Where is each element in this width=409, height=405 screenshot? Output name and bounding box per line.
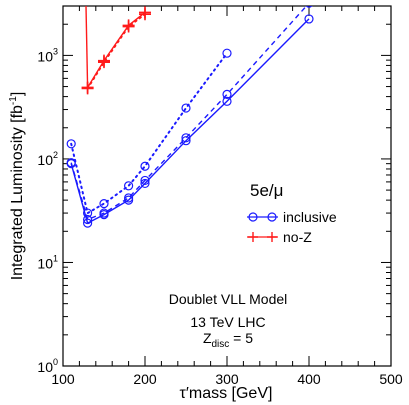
data-point xyxy=(99,199,109,209)
series-line-2 xyxy=(70,52,228,215)
plot-frame xyxy=(62,5,392,367)
data-point xyxy=(305,6,313,8)
legend-label-inclusive: inclusive xyxy=(283,209,337,225)
series-line-1 xyxy=(70,6,308,221)
x-axis-title: τ′mass [GeV] xyxy=(180,385,273,402)
data-point xyxy=(66,139,76,149)
data-point xyxy=(222,89,232,100)
data-point xyxy=(222,96,232,106)
axis-ticks: 100 200 300 400 500 100 101 102 103 xyxy=(37,5,403,387)
annotation-model: Doublet VLL Model xyxy=(169,291,288,307)
data-point xyxy=(122,20,135,33)
y-axis-title: Integrated Luminosity [fb-1] xyxy=(8,92,26,281)
legend-marker-no-z-left xyxy=(248,232,258,242)
x-tick-label: 400 xyxy=(297,371,321,387)
data-point xyxy=(304,14,314,24)
annotation-zdisc-sub: disc xyxy=(212,339,230,350)
data-point xyxy=(181,103,191,113)
legend-item-no-z: no-Z xyxy=(247,229,312,245)
data-point xyxy=(66,158,76,168)
legend-label-no-z: no-Z xyxy=(283,229,312,245)
series-line-5 xyxy=(85,6,89,88)
legend-title: 5e/μ xyxy=(250,181,283,200)
x-tick-label: 100 xyxy=(51,371,75,387)
y-tick-label: 103 xyxy=(37,46,58,64)
data-point xyxy=(82,214,93,225)
data-point xyxy=(140,161,150,171)
series-group xyxy=(66,6,314,228)
data-point xyxy=(181,133,191,143)
y-tick-label: 101 xyxy=(37,253,58,271)
data-point xyxy=(139,8,151,21)
annotation-energy: 13 TeV LHC xyxy=(190,314,265,330)
y-axis-title-sup: -1 xyxy=(8,96,19,105)
series-line-3 xyxy=(87,11,146,88)
x-tick-label: 300 xyxy=(215,371,239,387)
data-point xyxy=(140,175,150,186)
data-point xyxy=(181,136,191,146)
y-tick-label: 102 xyxy=(37,150,58,168)
legend-marker-inclusive-right xyxy=(267,212,277,222)
x-tick-label: 200 xyxy=(133,371,157,387)
data-point xyxy=(99,208,109,218)
x-tick-label: 500 xyxy=(379,371,403,387)
legend-marker-inclusive-left xyxy=(248,212,258,222)
series-line-0 xyxy=(70,18,310,225)
data-point xyxy=(98,56,110,69)
data-point xyxy=(124,193,134,203)
data-point xyxy=(124,181,134,191)
data-point xyxy=(222,48,232,58)
legend-marker-no-z-right xyxy=(267,232,277,242)
y-axis-title-close: ] xyxy=(9,92,26,96)
series-line-4 xyxy=(86,13,146,90)
y-tick-label: 100 xyxy=(37,357,58,375)
legend-item-inclusive: inclusive xyxy=(247,209,337,225)
annotation-zdisc: Zdisc = 5 xyxy=(203,330,253,350)
annotation-zdisc-tail: = 5 xyxy=(229,330,253,346)
data-point xyxy=(82,208,93,218)
